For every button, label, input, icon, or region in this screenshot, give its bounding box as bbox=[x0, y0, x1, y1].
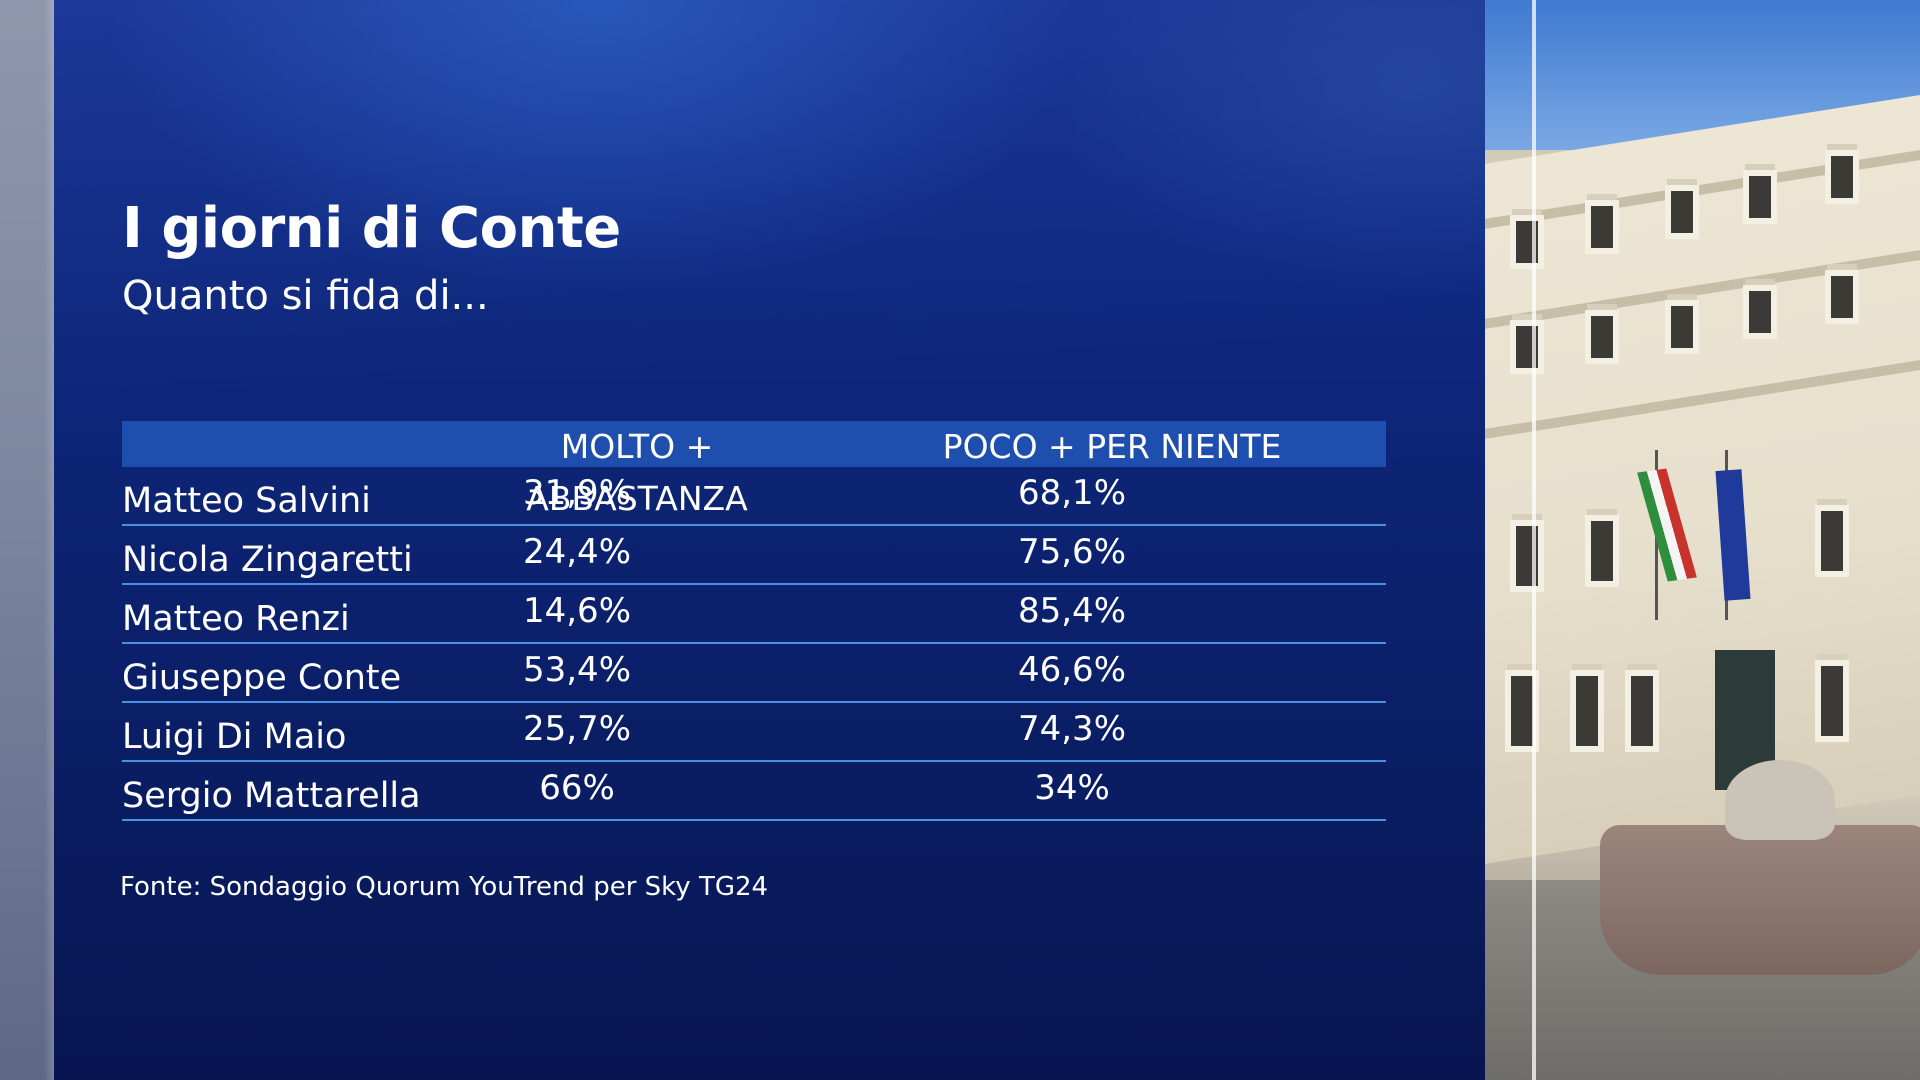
row-poco-per-niente: 74,3% bbox=[1017, 709, 1126, 749]
photo-window bbox=[1570, 670, 1604, 752]
row-molto-abbastanza: 25,7% bbox=[522, 709, 631, 749]
info-panel bbox=[54, 0, 1485, 1080]
row-poco-per-niente: 34% bbox=[1034, 768, 1110, 808]
left-edge-strip bbox=[0, 0, 54, 1080]
row-name: Matteo Salvini bbox=[122, 481, 371, 521]
graphic-subtitle: Quanto si fida di... bbox=[122, 273, 489, 319]
header-molto-abbastanza: MOLTO + ABBASTANZA bbox=[526, 427, 748, 518]
photo-window bbox=[1743, 170, 1777, 224]
row-molto-abbastanza: 66% bbox=[539, 768, 615, 808]
source-note: Fonte: Sondaggio Quorum YouTrend per Sky… bbox=[120, 872, 769, 902]
palazzo-chigi-photo bbox=[1485, 0, 1920, 1080]
photo-window bbox=[1825, 270, 1859, 324]
photo-window bbox=[1585, 310, 1619, 364]
row-name: Nicola Zingaretti bbox=[122, 540, 413, 580]
photo-fountain bbox=[1600, 825, 1920, 975]
photo-window bbox=[1743, 285, 1777, 339]
table-row: Sergio Mattarella 66% 34% bbox=[122, 762, 1386, 821]
photo-window bbox=[1665, 300, 1699, 354]
row-molto-abbastanza: 53,4% bbox=[522, 650, 631, 690]
photo-window bbox=[1585, 515, 1619, 587]
photo-fountain-sculpture bbox=[1725, 760, 1835, 840]
header-poco-per-niente: POCO + PER NIENTE bbox=[942, 427, 1282, 466]
row-poco-per-niente: 46,6% bbox=[1017, 650, 1126, 690]
photo-window bbox=[1625, 670, 1659, 752]
photo-window bbox=[1510, 320, 1544, 374]
table-header: MOLTO + ABBASTANZA POCO + PER NIENTE bbox=[122, 421, 1386, 518]
photo-window bbox=[1510, 215, 1544, 269]
row-poco-per-niente: 85,4% bbox=[1017, 591, 1126, 631]
photo-window bbox=[1510, 520, 1544, 592]
table-row: Giuseppe Conte 53,4% 46,6% bbox=[122, 644, 1386, 703]
table-row: Nicola Zingaretti 24,4% 75,6% bbox=[122, 526, 1386, 585]
photo-window bbox=[1815, 505, 1849, 577]
photo-divider-line bbox=[1532, 0, 1536, 1080]
row-poco-per-niente: 75,6% bbox=[1017, 532, 1126, 572]
photo-window bbox=[1585, 200, 1619, 254]
trust-table: MOLTO + ABBASTANZA POCO + PER NIENTE Mat… bbox=[122, 421, 1386, 821]
photo-window bbox=[1665, 185, 1699, 239]
table-row: Matteo Renzi 14,6% 85,4% bbox=[122, 585, 1386, 644]
graphic-title: I giorni di Conte bbox=[122, 196, 621, 261]
photo-window bbox=[1815, 660, 1849, 742]
row-molto-abbastanza: 31,9% bbox=[522, 473, 631, 513]
table-row: Matteo Salvini 31,9% 68,1% bbox=[122, 467, 1386, 526]
row-molto-abbastanza: 14,6% bbox=[522, 591, 631, 631]
row-name: Sergio Mattarella bbox=[122, 776, 421, 816]
row-name: Matteo Renzi bbox=[122, 599, 350, 639]
table-row: Luigi Di Maio 25,7% 74,3% bbox=[122, 703, 1386, 762]
row-name: Luigi Di Maio bbox=[122, 717, 347, 757]
row-poco-per-niente: 68,1% bbox=[1017, 473, 1126, 513]
row-name: Giuseppe Conte bbox=[122, 658, 402, 698]
row-molto-abbastanza: 24,4% bbox=[522, 532, 631, 572]
photo-window bbox=[1825, 150, 1859, 204]
